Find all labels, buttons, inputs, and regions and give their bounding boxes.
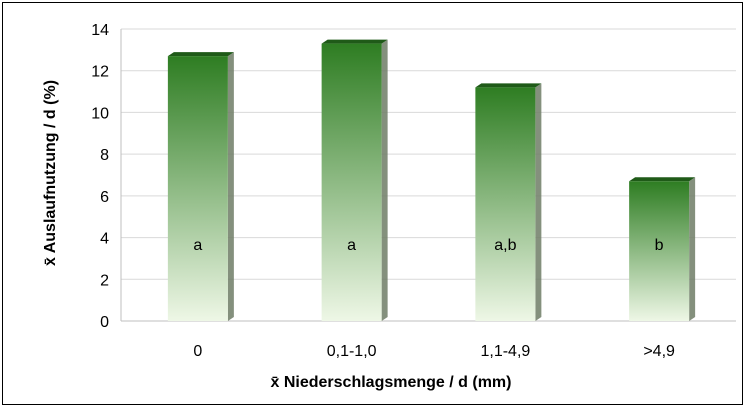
bar	[629, 181, 690, 321]
bars-layer	[167, 39, 696, 322]
bar	[321, 43, 382, 321]
y-tick-label: 0	[100, 314, 109, 331]
y-axis-title: x̄ Auslaufnutzung / d (%)	[42, 80, 59, 266]
x-axis-title: x̄ Niederschlagsmenge / d (mm)	[271, 374, 512, 391]
bar-side	[381, 39, 388, 321]
bar-data-label: a	[193, 237, 202, 254]
bar-side	[227, 52, 234, 321]
bar-data-label: b	[655, 237, 664, 254]
y-tick-label: 12	[91, 64, 109, 81]
bar-cap	[475, 83, 542, 88]
y-tick-label: 6	[100, 189, 109, 206]
chart-frame: 0 2 4 6 8 10 12 14 a 0 a 0,1-1,0 a,b 1,1-4,9 b >4,9 x̄ …	[2, 2, 743, 405]
x-tick-label: 1,1-4,9	[480, 343, 530, 360]
y-tick-label: 4	[100, 231, 109, 248]
y-tick-label: 10	[91, 105, 109, 122]
y-tick-label: 14	[91, 22, 109, 39]
x-tick-label: 0	[193, 343, 202, 360]
bar-cap	[629, 177, 696, 182]
bar-side	[689, 177, 696, 321]
bar-data-label: a,b	[494, 237, 516, 254]
bar	[475, 87, 536, 322]
bar-cap	[167, 52, 234, 57]
labels-layer: 0 2 4 6 8 10 12 14 a 0 a 0,1-1,0 a,b 1,1-4,9 b >4,9	[91, 22, 675, 360]
x-tick-label: 0,1-1,0	[327, 343, 377, 360]
y-tick-label: 2	[100, 272, 109, 289]
x-tick-label: >4,9	[643, 343, 675, 360]
bar-chart: 0 2 4 6 8 10 12 14 a 0 a 0,1-1,0 a,b 1,1-4,9 b >4,9 x̄ …	[42, 22, 736, 391]
bar-cap	[321, 39, 388, 44]
bar-side	[535, 83, 542, 322]
bar-data-label: a	[347, 237, 356, 254]
bar	[167, 56, 228, 321]
y-tick-label: 8	[100, 147, 109, 164]
